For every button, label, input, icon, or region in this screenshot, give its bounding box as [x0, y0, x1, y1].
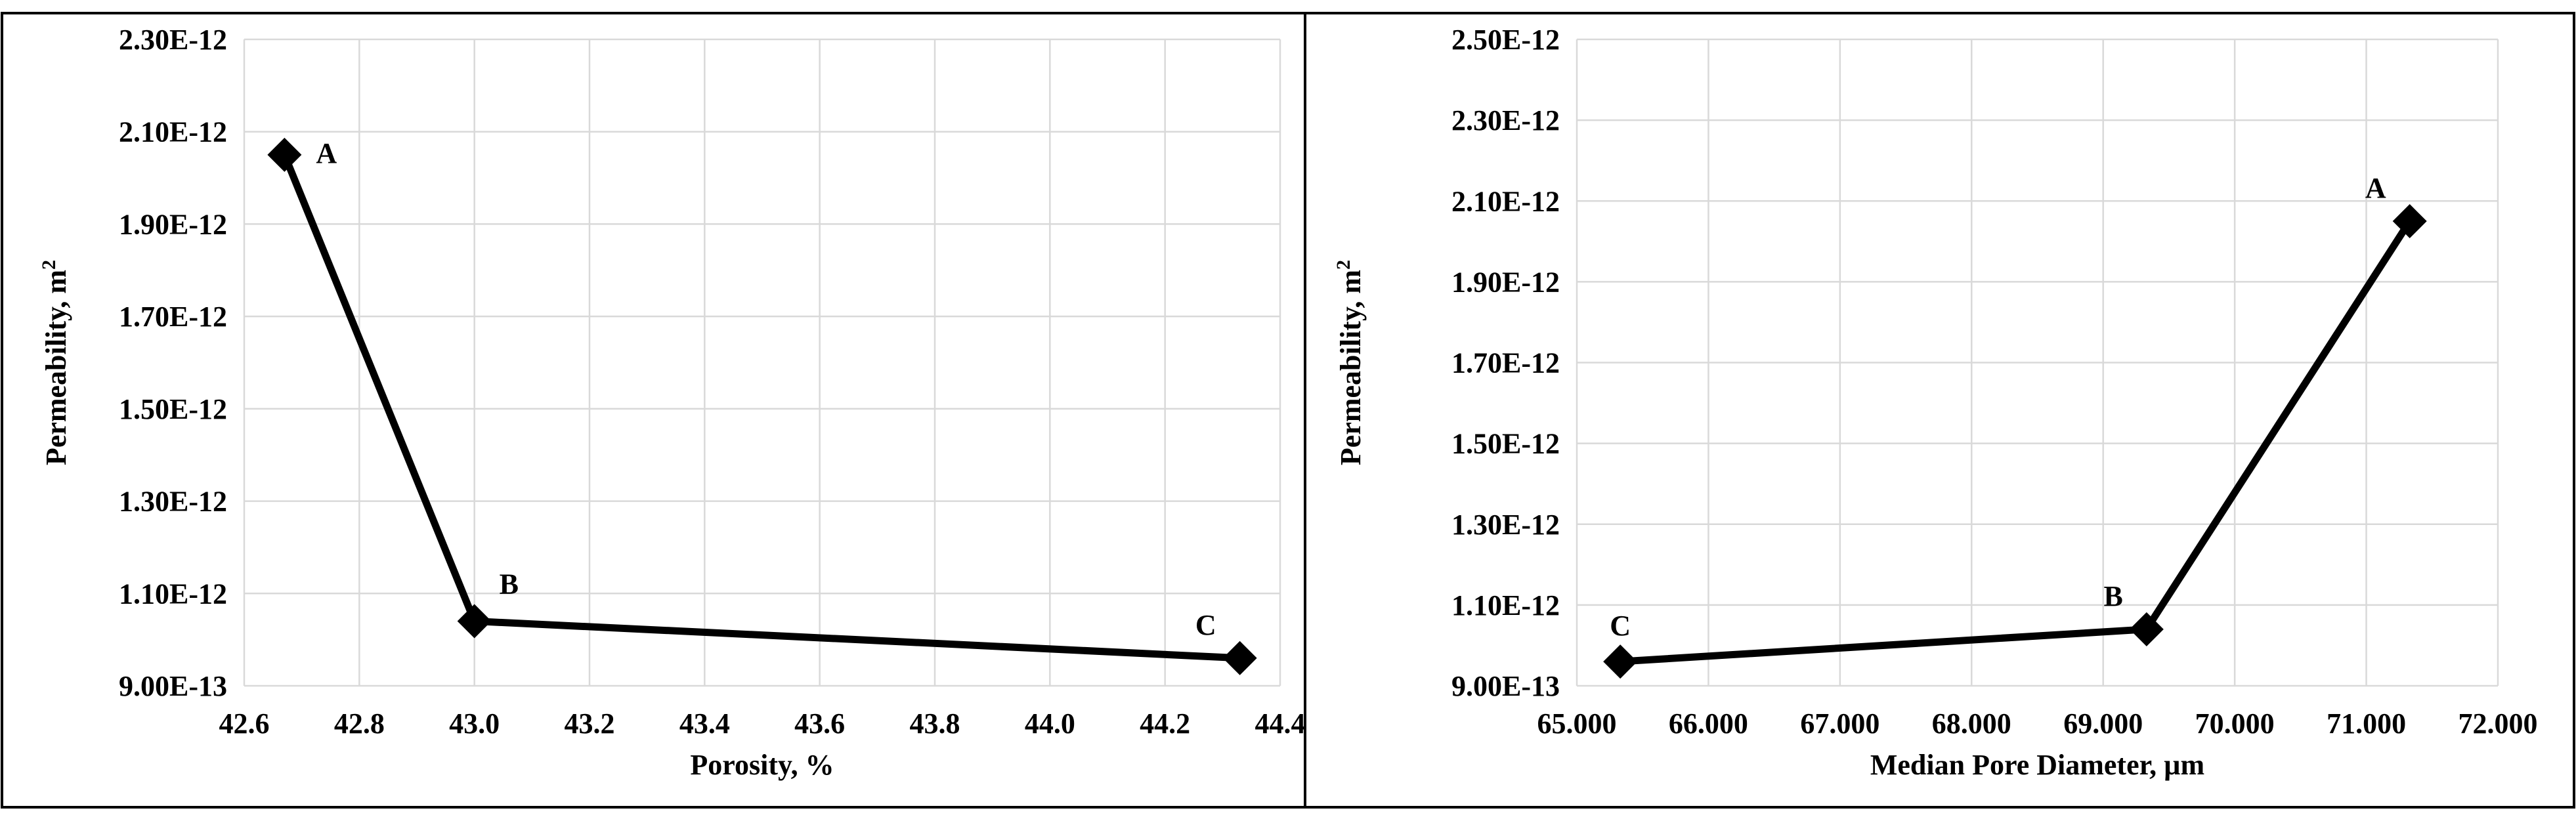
data-point-label: C [1195, 609, 1216, 641]
data-point-label: B [500, 568, 519, 600]
y-tick-label: 1.50E-12 [119, 393, 227, 425]
y-axis-title-superscript: 2 [38, 260, 60, 270]
data-point-marker [457, 604, 492, 639]
data-point-label: A [2365, 172, 2386, 204]
pore-diameter-chart: 65.000 66.000 67.000 68.000 69.000 70.000 71.0… [1333, 24, 2538, 781]
y-tick-label: 2.30E-12 [1451, 104, 1560, 137]
x-tick-label: 65.000 [1537, 707, 1617, 740]
y-tick-label: 2.10E-12 [119, 116, 227, 148]
x-tick-label: 42.6 [219, 707, 270, 740]
y-axis-title: Permeability, m2 [1333, 260, 1367, 465]
y-axis-title-text: Permeability, m [40, 270, 72, 465]
y-tick-label: 1.10E-12 [119, 578, 227, 610]
y-tick-label: 1.90E-12 [119, 208, 227, 240]
data-point-label: B [2103, 580, 2122, 612]
y-tick-label: 9.00E-13 [1451, 670, 1560, 702]
x-axis-title: Median Pore Diameter, µm [1870, 749, 2204, 781]
x-tick-label: 44.2 [1140, 707, 1190, 740]
x-tick-label: 43.0 [449, 707, 500, 740]
y-tick-label: 1.10E-12 [1451, 589, 1560, 621]
x-axis-title: Porosity, % [690, 749, 834, 781]
y-tick-label: 2.30E-12 [119, 24, 227, 56]
porosity-chart: 42.6 42.8 43.0 43.2 43.4 43.6 43.8 44.0 44.2 44.4… [38, 24, 1306, 781]
figure-border [1, 12, 2575, 809]
y-tick-label: 9.00E-13 [119, 670, 227, 702]
y-axis-title-text: Permeability, m [1335, 270, 1367, 465]
y-tick-label: 2.10E-12 [1451, 185, 1560, 217]
y-tick-label: 1.30E-12 [1451, 509, 1560, 541]
data-point-marker [1603, 644, 1638, 679]
data-point-label: A [316, 137, 337, 169]
x-tick-label: 72.000 [2458, 707, 2538, 740]
x-tick-label: 70.000 [2195, 707, 2275, 740]
data-point-marker [267, 137, 302, 172]
x-tick-label: 43.4 [679, 707, 730, 740]
x-tick-label: 44.4 [1255, 707, 1306, 740]
y-tick-label: 1.90E-12 [1451, 266, 1560, 298]
x-tick-label: 43.6 [794, 707, 845, 740]
y-tick-label: 2.50E-12 [1451, 24, 1560, 56]
plot-area [244, 39, 1280, 686]
x-tick-label: 68.000 [1932, 707, 2011, 740]
x-tick-label: 42.8 [334, 707, 385, 740]
x-tick-label: 43.2 [565, 707, 615, 740]
x-tick-label: 44.0 [1025, 707, 1075, 740]
x-tick-label: 67.000 [1800, 707, 1879, 740]
data-point-marker [2392, 204, 2427, 239]
y-tick-label: 1.50E-12 [1451, 428, 1560, 460]
data-point-marker [2129, 612, 2164, 646]
x-tick-label: 71.000 [2327, 707, 2406, 740]
x-tick-label: 66.000 [1669, 707, 1748, 740]
y-axis-title: Permeability, m2 [38, 260, 72, 465]
data-point-label: C [1610, 610, 1631, 642]
data-point-marker [1222, 641, 1257, 675]
y-axis-title-superscript: 2 [1333, 260, 1354, 270]
x-tick-label: 69.000 [2063, 707, 2143, 740]
y-tick-label: 1.70E-12 [119, 301, 227, 333]
y-tick-label: 1.70E-12 [1451, 347, 1560, 379]
x-tick-label: 43.8 [910, 707, 960, 740]
y-tick-label: 1.30E-12 [119, 486, 227, 518]
